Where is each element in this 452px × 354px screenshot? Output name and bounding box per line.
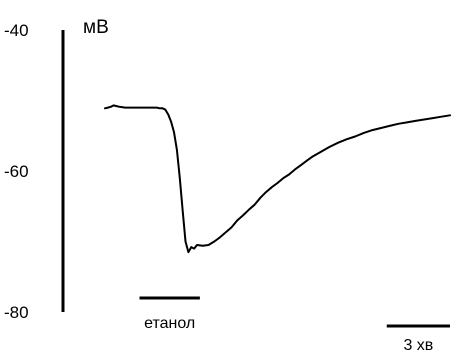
y-tick-labels: -40 -60 -80 [4,21,29,322]
time-scale-bar-label: 3 хв [403,337,433,354]
voltage-trace [104,104,451,254]
y-tick-label: -60 [4,162,29,181]
y-axis-unit-label: мВ [83,17,109,38]
stimulus-bar-label: етанол [144,315,195,332]
y-tick-label: -80 [4,303,29,322]
y-tick-label: -40 [4,21,29,40]
